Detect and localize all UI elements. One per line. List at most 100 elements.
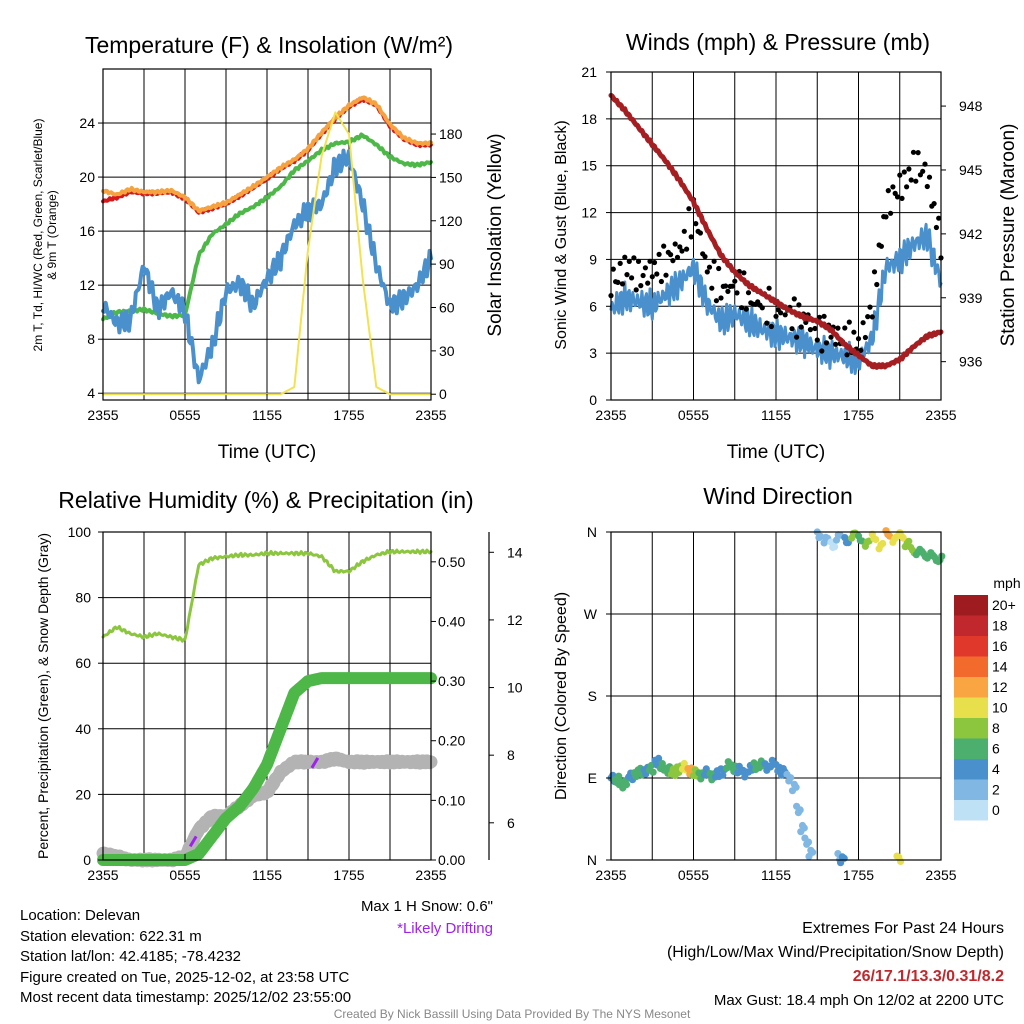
rh-ytick-label: 100 [68,524,92,540]
wind-ytick-label: 3 [589,345,597,361]
wind-gust-point [821,313,827,319]
direction-point [938,552,946,560]
wind-gust-point [622,254,628,260]
colorbar-label: 10 [992,700,1008,716]
rh-xtick-label: 2355 [415,867,446,883]
wind-ytick-label: 9 [589,251,597,267]
wind-gust-point [869,314,875,320]
rh-ytick-label: 40 [75,721,91,737]
wind-gust-point [619,281,626,287]
wind-gust-point [651,259,658,266]
dir-ytick-label: S [588,688,597,704]
colorbar-label: 18 [992,618,1008,634]
temp-ytick-label: 20 [79,169,95,185]
dir-ytick-label: W [584,606,598,622]
rh-y2tick-label: 0.20 [438,733,465,749]
colorbar-swatch [954,595,988,616]
wind-y2tick-label: 939 [959,290,983,306]
wind-xlabel: Time (UTC) [727,442,826,463]
colorbar-label: 12 [992,679,1008,695]
wind-gust-point [670,258,676,264]
temp-y2tick-label: 90 [439,256,455,272]
wind-gust-point [709,285,715,291]
colorbar-swatch [954,656,988,677]
wind-gust-point [936,215,942,221]
wind-gust-point [920,168,926,174]
wind-gust-point [624,272,630,278]
colorbar-swatch [954,738,988,759]
dir-ylabel-left: Direction (Colored By Speed) [553,592,570,800]
colorbar-label: 4 [992,761,1000,777]
rh-xtick-label: 0555 [169,867,200,883]
temp-ytick-label: 24 [79,115,95,131]
colorbar-swatch [954,718,988,739]
wind-gust-point [812,325,818,332]
wind-gust-point [672,241,678,247]
wind-gust-point [890,184,896,190]
rh-title: Relative Humidity (%) & Precipitation (i… [58,487,473,513]
rh-xtick-label: 1755 [333,867,364,883]
rh-line [101,548,433,643]
wind-ytick-label: 6 [589,298,597,314]
direction-point [680,759,688,768]
direction-point [809,848,817,856]
wind-gust-point [819,348,825,354]
colorbar-label: 16 [992,638,1008,654]
wind-gust-point [885,188,891,194]
wind-speed-line [609,222,943,375]
colorbar-swatch [954,677,988,698]
dir-xtick-label: 1155 [761,867,791,883]
colorbar-swatch [954,636,988,657]
wind-gust-point [871,269,878,275]
wind-gust-point [629,275,635,281]
wind-gust-point [702,254,708,260]
wind-y2tick-label: 948 [959,98,983,114]
snow-ytick-label: 12 [507,612,523,628]
wind-gust-point [764,320,770,326]
temp-grid [143,69,391,400]
rh-ytick-label: 60 [75,655,91,671]
wind-gust-point [901,169,907,175]
drifting-label: *Likely Drifting [397,920,493,937]
direction-point [647,761,655,770]
rh-xtick-label: 1155 [252,867,282,883]
direction-points [607,527,946,867]
wind-gust-point [706,264,713,270]
wind-gust-point [686,206,692,212]
wind-gust-point [663,272,669,278]
temp-series-line [101,148,433,385]
wind-gust-point [888,210,894,216]
wind-y2tick-label: 936 [959,354,983,370]
wind-gust-point [798,324,804,330]
wind-gust-point [713,298,720,304]
wind-gust-point [894,194,901,200]
temp-y2tick-label: 120 [439,213,463,229]
wind-gust-point [697,230,704,236]
wind-gust-point [860,320,866,326]
elevation-text: Station elevation: 622.31 m [20,927,202,945]
temp-ylabel-1: 2m T, Td, HI/WC (Red, Green, Scarlet/Blu… [31,119,45,352]
direction-point [800,824,808,832]
wind-gust-point [734,290,740,296]
wind-ytick-label: 15 [581,158,597,174]
snow-ytick-label: 8 [507,747,515,763]
temp-ytick-label: 16 [79,223,95,239]
station-info: Location: Delevan Station elevation: 622… [20,906,351,1009]
wind-gust-point [926,174,933,180]
temp-series-line [101,95,433,214]
direction-point [840,854,848,862]
wind-gust-point [844,352,850,358]
direction-point [649,768,657,776]
rh-grid [143,532,391,860]
wind-gust-point [833,341,839,347]
extremes-info: Extremes For Past 24 Hours (High/Low/Max… [667,917,1004,1013]
wind-ytick-label: 18 [581,111,597,127]
colorbar-label: 14 [992,659,1008,675]
colorbar-label: 2 [992,782,1000,798]
temp-y2tick-label: 150 [439,169,463,185]
dir-xtick-label: 1755 [843,867,874,883]
temp-title: Temperature (F) & Insolation (W/m²) [85,32,453,58]
wind-gust-point [858,347,864,353]
max-snow-label: Max 1 H Snow: 0.6" [360,898,493,915]
wind-gust-point [626,258,632,264]
